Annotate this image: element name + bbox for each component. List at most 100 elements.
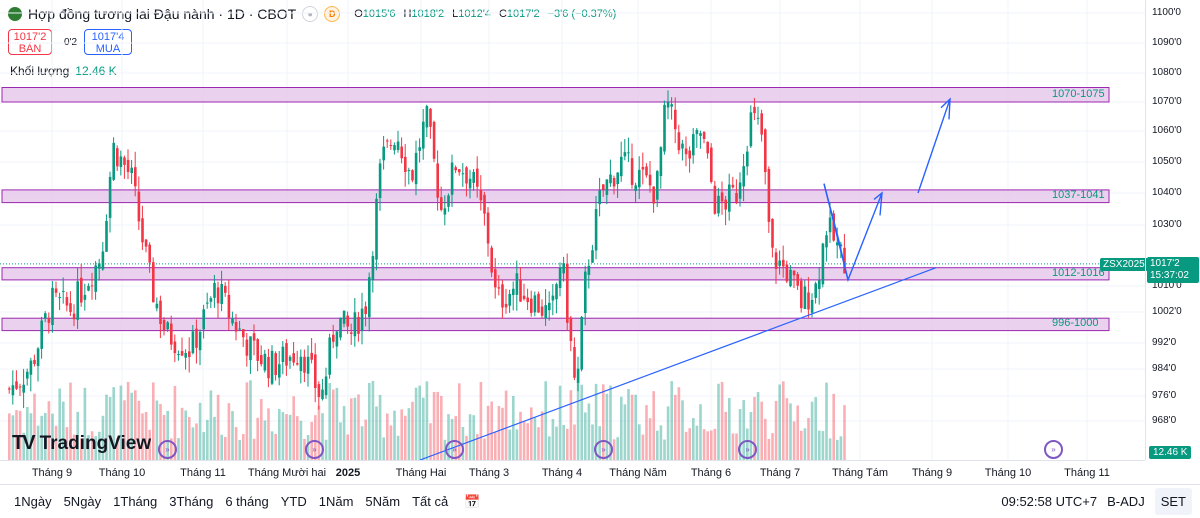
candle-body xyxy=(634,185,637,191)
candle-body xyxy=(62,290,65,292)
volume-bar xyxy=(339,422,342,460)
candle-body xyxy=(706,141,709,154)
price-tick-label: 1080'0 xyxy=(1152,67,1182,78)
candle-body xyxy=(494,269,497,288)
volume-bar xyxy=(267,408,270,460)
price-chart[interactable] xyxy=(0,0,1145,461)
volume-bar xyxy=(663,439,666,460)
event-icon[interactable]: » xyxy=(158,440,177,459)
candle-body xyxy=(468,178,472,189)
candle-body xyxy=(785,264,789,282)
timeframe-button[interactable]: 3Tháng xyxy=(169,494,214,509)
candle-body xyxy=(526,297,529,303)
symbol-title[interactable]: Hợp đồng tương lai Đậu nành · 1D · CBOT xyxy=(28,6,297,22)
delayed-badge[interactable]: D xyxy=(324,6,341,22)
timeframe-button[interactable]: YTD xyxy=(280,494,307,509)
price-tick-label: 1002'0 xyxy=(1152,306,1182,317)
volume-bar xyxy=(630,394,634,460)
volume-bar xyxy=(486,405,490,460)
candle-body xyxy=(411,170,414,181)
volume-bar xyxy=(566,428,569,460)
volume-bar xyxy=(213,416,216,460)
volume-bar xyxy=(458,383,461,460)
volume-bar xyxy=(335,387,339,460)
ohlc-values: O1015'6 H1018'2 L1012'4 C1017'2 −3'6 (−0… xyxy=(354,8,617,20)
time-tick-label: Tháng Năm xyxy=(609,467,667,479)
volume-bar xyxy=(274,433,277,460)
sell-button[interactable]: 1017'2 BÁN xyxy=(8,29,52,55)
volume-bar xyxy=(40,415,43,460)
volume-bar xyxy=(638,424,641,460)
volume-bar xyxy=(591,424,594,460)
zone-label[interactable]: 996-1000 xyxy=(1052,317,1099,330)
buy-button[interactable]: 1017'4 MUA xyxy=(84,29,132,55)
price-tick-label: 1030'0 xyxy=(1152,219,1182,230)
candle-body xyxy=(432,121,436,159)
candle-body xyxy=(767,168,771,222)
time-axis[interactable]: Tháng 9 Tháng 10 Tháng 11 Tháng Mười hai 202… xyxy=(0,460,1145,485)
clock[interactable]: 09:52:58 UTC+7 xyxy=(1001,494,1098,509)
volume-bar xyxy=(684,431,688,460)
event-icon[interactable]: » xyxy=(1044,440,1063,459)
timeframe-button[interactable]: 5Ngày xyxy=(63,494,102,509)
chart-pane[interactable] xyxy=(0,0,1145,461)
volume-bar xyxy=(771,433,774,460)
volume-bar xyxy=(710,430,713,460)
event-icon[interactable]: » xyxy=(445,440,464,459)
volume-bar xyxy=(728,398,731,460)
volume-bar xyxy=(764,418,767,460)
volume-bar xyxy=(260,399,263,460)
timeframe-button[interactable]: 5Năm xyxy=(365,494,401,509)
candle-body xyxy=(98,263,101,269)
timeframe-button[interactable]: 1Tháng xyxy=(113,494,158,509)
volume-bar xyxy=(544,381,547,460)
volume-bar xyxy=(162,414,166,460)
settlement-toggle[interactable]: SET xyxy=(1154,488,1192,515)
volume-legend[interactable]: Khối lượng 12.46 K xyxy=(10,64,117,78)
volume-bar xyxy=(447,414,450,460)
candle-body xyxy=(303,356,306,373)
volume-bar xyxy=(803,428,807,460)
candle-body xyxy=(364,306,367,315)
candle-body xyxy=(80,277,83,303)
timeframe-button[interactable]: Tất cả xyxy=(412,494,449,509)
market-status-icon[interactable]: ● xyxy=(302,6,319,22)
time-tick-label: Tháng 11 xyxy=(180,467,226,479)
date-range-icon[interactable]: 📅 xyxy=(464,493,481,509)
candle-body xyxy=(51,287,54,326)
volume-bar xyxy=(285,414,288,460)
candle-body xyxy=(501,284,504,308)
event-icon[interactable]: » xyxy=(594,440,613,459)
volume-bar xyxy=(62,401,65,460)
price-tick-label: 992'0 xyxy=(1152,337,1177,348)
candle-body xyxy=(407,170,411,172)
timeframe-button[interactable]: 1Ngày xyxy=(14,494,52,509)
event-icon[interactable]: » xyxy=(738,440,757,459)
volume-bar xyxy=(134,390,137,460)
volume-bar xyxy=(720,381,724,460)
candle-body xyxy=(537,293,540,313)
volume-bar xyxy=(587,403,591,460)
zone-label[interactable]: 1037-1041 xyxy=(1052,189,1105,202)
timeframe-button[interactable]: 6 tháng xyxy=(225,494,269,509)
volume-bar xyxy=(389,425,393,460)
volume-bar xyxy=(198,402,202,460)
adj-toggle[interactable]: B-ADJ xyxy=(1107,494,1145,509)
volume-bar xyxy=(418,385,421,460)
candle-body xyxy=(602,184,605,190)
candle-body xyxy=(810,299,814,313)
candle-body xyxy=(288,356,292,361)
time-tick-label: Tháng 11 xyxy=(1064,467,1110,479)
candle-body xyxy=(486,212,490,244)
zone-label[interactable]: 1012-1016 xyxy=(1052,266,1105,279)
zone-label[interactable]: 1070-1075 xyxy=(1052,87,1105,100)
candle-body xyxy=(15,381,18,389)
tradingview-logo[interactable]: TV TradingView xyxy=(12,432,152,454)
timeframe-button[interactable]: 1Năm xyxy=(318,494,354,509)
price-axis[interactable]: 1100'0 1090'0 1080'0 1070'0 1060'0 1050'0 1040… xyxy=(1145,0,1200,460)
candle-body xyxy=(256,339,259,361)
volume-bar xyxy=(36,425,40,460)
event-icon[interactable]: » xyxy=(305,440,324,459)
candle-body xyxy=(774,252,778,269)
volume-bar xyxy=(177,438,180,460)
